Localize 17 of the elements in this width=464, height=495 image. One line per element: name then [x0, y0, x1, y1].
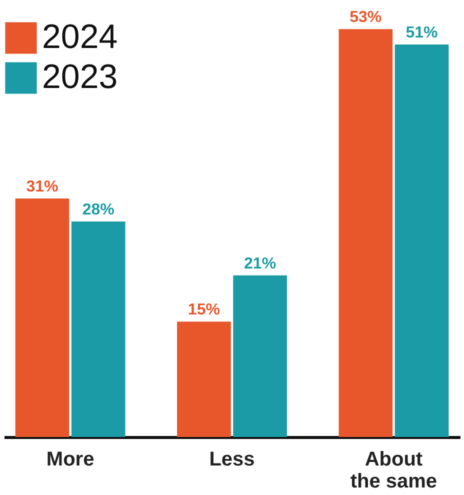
bar: [71, 222, 126, 437]
bar: [233, 275, 287, 437]
x-tick-label: Less: [209, 448, 255, 470]
data-label: 53%: [350, 9, 382, 26]
data-label: 21%: [244, 255, 276, 272]
data-label: 31%: [26, 178, 58, 196]
bar: [177, 322, 231, 437]
legend-label: 2024: [42, 18, 118, 56]
bar: [338, 29, 393, 437]
data-label: 28%: [82, 202, 114, 219]
data-label: 51%: [406, 24, 438, 42]
x-tick-label: About the same: [350, 448, 438, 492]
legend-label: 2023: [42, 58, 118, 96]
data-label: 15%: [188, 302, 220, 319]
bar: [15, 198, 70, 437]
x-tick-label: More: [46, 448, 94, 470]
bar: [394, 44, 449, 437]
